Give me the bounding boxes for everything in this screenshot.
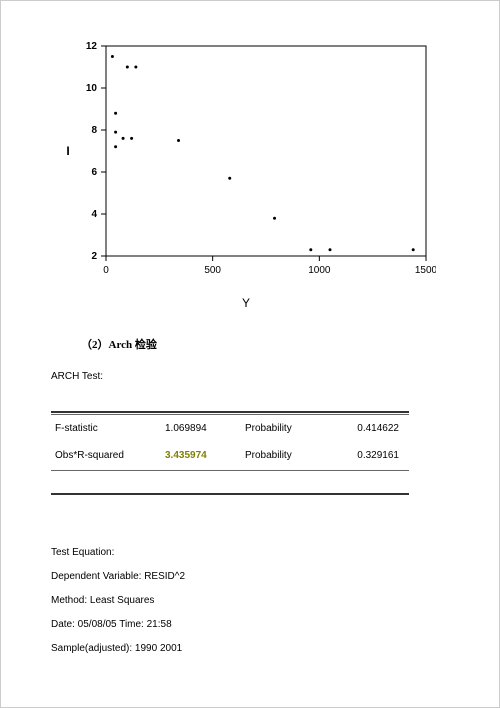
stat-value: 3.435974 <box>165 450 245 461</box>
svg-text:10: 10 <box>86 83 98 94</box>
prob-label: Probability <box>245 423 335 434</box>
meta-line: Dependent Variable: RESID^2 <box>51 565 185 589</box>
svg-text:500: 500 <box>204 265 221 276</box>
prob-value: 0.414622 <box>335 423 405 434</box>
svg-text:8: 8 <box>91 125 97 136</box>
section-heading: （2）Arch 检验 <box>81 336 157 352</box>
meta-line: Sample(adjusted): 1990 2001 <box>51 637 185 661</box>
x-axis-label: Y <box>56 296 436 310</box>
meta-line: Date: 05/08/05 Time: 21:58 <box>51 613 185 637</box>
stat-label: Obs*R-squared <box>55 450 165 461</box>
test-equation-block: Test Equation: Dependent Variable: RESID… <box>51 541 185 661</box>
svg-text:1000: 1000 <box>308 265 331 276</box>
svg-text:1500: 1500 <box>415 265 436 276</box>
meta-line: Test Equation: <box>51 541 185 565</box>
test-name-label: ARCH Test: <box>51 371 103 382</box>
chart-svg: 0 500 1000 1500 2 4 6 8 10 12 I <box>56 36 436 286</box>
prob-value: 0.329161 <box>335 450 405 461</box>
svg-text:12: 12 <box>86 41 98 52</box>
meta-line: Method: Least Squares <box>51 589 185 613</box>
table-row: Obs*R-squared 3.435974 Probability 0.329… <box>51 442 409 469</box>
stats-table: F-statistic 1.069894 Probability 0.41462… <box>51 411 409 495</box>
page: 0 500 1000 1500 2 4 6 8 10 12 I Y （2）Arch 检验 ARCH … <box>0 0 500 708</box>
svg-text:I: I <box>66 144 69 158</box>
table-row: F-statistic 1.069894 Probability 0.41462… <box>51 415 409 442</box>
prob-label: Probability <box>245 450 335 461</box>
stat-label: F-statistic <box>55 423 165 434</box>
svg-text:2: 2 <box>91 251 97 262</box>
svg-text:0: 0 <box>103 265 109 276</box>
stat-value: 1.069894 <box>165 423 245 434</box>
svg-text:4: 4 <box>91 209 97 220</box>
svg-text:6: 6 <box>91 167 97 178</box>
scatter-chart: 05001000150024681012I Y <box>56 36 436 286</box>
